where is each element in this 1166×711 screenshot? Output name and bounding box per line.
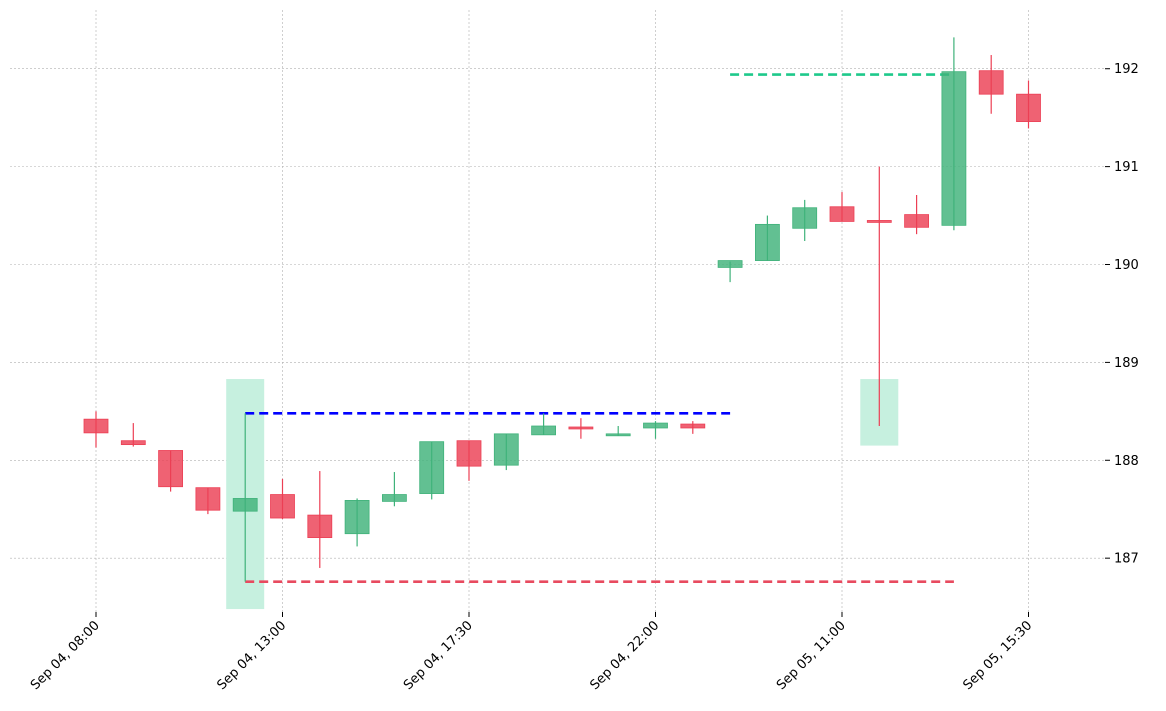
bearish-candle-body [829, 206, 855, 222]
bullish-candle-body [605, 433, 631, 437]
y-tick-label: 190 [1114, 258, 1139, 273]
level-lines [245, 73, 954, 583]
candles [83, 37, 1041, 582]
y-tick-label: 191 [1114, 160, 1139, 175]
bearish-candle-body [83, 418, 109, 434]
bearish-candle-body [904, 214, 929, 228]
bearish-candle-body [680, 423, 706, 429]
bearish-candle-body [568, 426, 594, 430]
y-tick-label: 189 [1114, 356, 1139, 371]
bearish-candle-body [866, 220, 892, 223]
x-tick-label: Sep 05, 11:00 [774, 618, 849, 693]
x-tick-label: Sep 04, 13:00 [214, 618, 289, 693]
bullish-candle-body [792, 207, 818, 229]
y-tick-label: 187 [1114, 552, 1139, 567]
bearish-candle-body [307, 514, 333, 539]
bearish-candle-body [120, 440, 146, 446]
bearish-candle-body [158, 450, 184, 488]
bullish-candle-body [232, 498, 258, 512]
x-tick-label: Sep 05, 15:30 [960, 618, 1035, 693]
y-tick-label: 192 [1114, 62, 1139, 77]
bullish-candle-body [717, 260, 743, 268]
bullish-candle-body [493, 433, 519, 466]
bearish-candle-body [195, 487, 221, 511]
x-tick-label: Sep 04, 08:00 [28, 618, 103, 693]
x-tick-label: Sep 04, 22:00 [587, 618, 662, 693]
bearish-candle-body [1016, 93, 1041, 122]
bullish-candle-body [755, 223, 780, 261]
x-axis-ticks: Sep 04, 08:00 Sep 04, 13:00 Sep 04, 17:30 S… [28, 612, 1035, 693]
y-tick-label: 188 [1114, 454, 1139, 469]
bullish-candle-body [344, 500, 370, 535]
bullish-candle-body [419, 441, 445, 494]
bullish-candle-body [531, 425, 556, 436]
bullish-candle-body [643, 422, 668, 429]
pattern-highlights [226, 379, 899, 610]
bearish-candle-body [978, 70, 1004, 95]
x-tick-label: Sep 04, 17:30 [401, 618, 476, 693]
grid-lines [10, 10, 1105, 612]
y-axis-ticks: 187 188 189 190 191 192 [1105, 62, 1139, 567]
bearish-candle-body [270, 494, 295, 519]
bullish-candle-body [941, 71, 967, 226]
bearish-candle-body [456, 440, 482, 467]
bullish-candle-body [381, 494, 407, 502]
